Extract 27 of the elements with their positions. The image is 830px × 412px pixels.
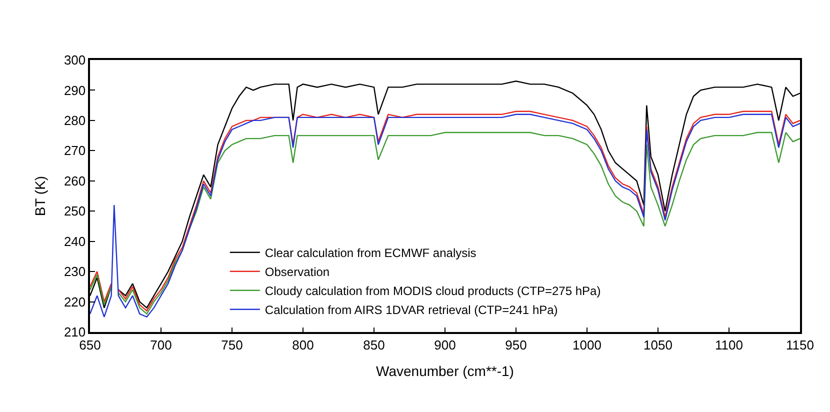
- y-tick-label: 210: [64, 324, 86, 340]
- y-tick-label: 290: [64, 82, 86, 98]
- y-tick-label: 280: [64, 112, 86, 128]
- legend-label: Cloudy calculation from MODIS cloud products (CTP=275 hPa): [264, 284, 601, 298]
- x-tick-label: 1150: [786, 337, 814, 352]
- y-tick-label: 260: [64, 173, 86, 188]
- x-tick-label: 900: [434, 337, 456, 352]
- legend-label: Observation: [264, 265, 330, 280]
- y-tick-label: 220: [64, 294, 86, 310]
- x-tick-label: 800: [292, 337, 314, 352]
- y-tick-label: 240: [64, 234, 86, 249]
- y-tick-label: 300: [64, 52, 86, 68]
- y-tick-label: 230: [64, 264, 86, 280]
- x-tick-label: 1050: [644, 337, 672, 352]
- x-tick-label: 750: [221, 337, 243, 352]
- x-tick-label: 1000: [572, 337, 602, 352]
- x-tick-label: 700: [150, 337, 172, 352]
- legend-label: Clear calculation from ECMWF analysis: [264, 246, 476, 260]
- x-tick-label: 950: [505, 337, 527, 352]
- y-tick-label: 270: [64, 143, 86, 158]
- x-tick-label: 650: [79, 337, 101, 352]
- legend-label: Calculation from AIRS 1DVAR retrieval (CTP=241 hPa): [264, 303, 558, 318]
- x-tick-label: 850: [363, 337, 385, 352]
- y-tick-label: 250: [64, 204, 86, 219]
- x-tick-label: 1100: [715, 337, 743, 352]
- y-axis-title: BT (K): [32, 176, 48, 216]
- x-axis-title: Wavenumber (cm**-1): [376, 363, 514, 380]
